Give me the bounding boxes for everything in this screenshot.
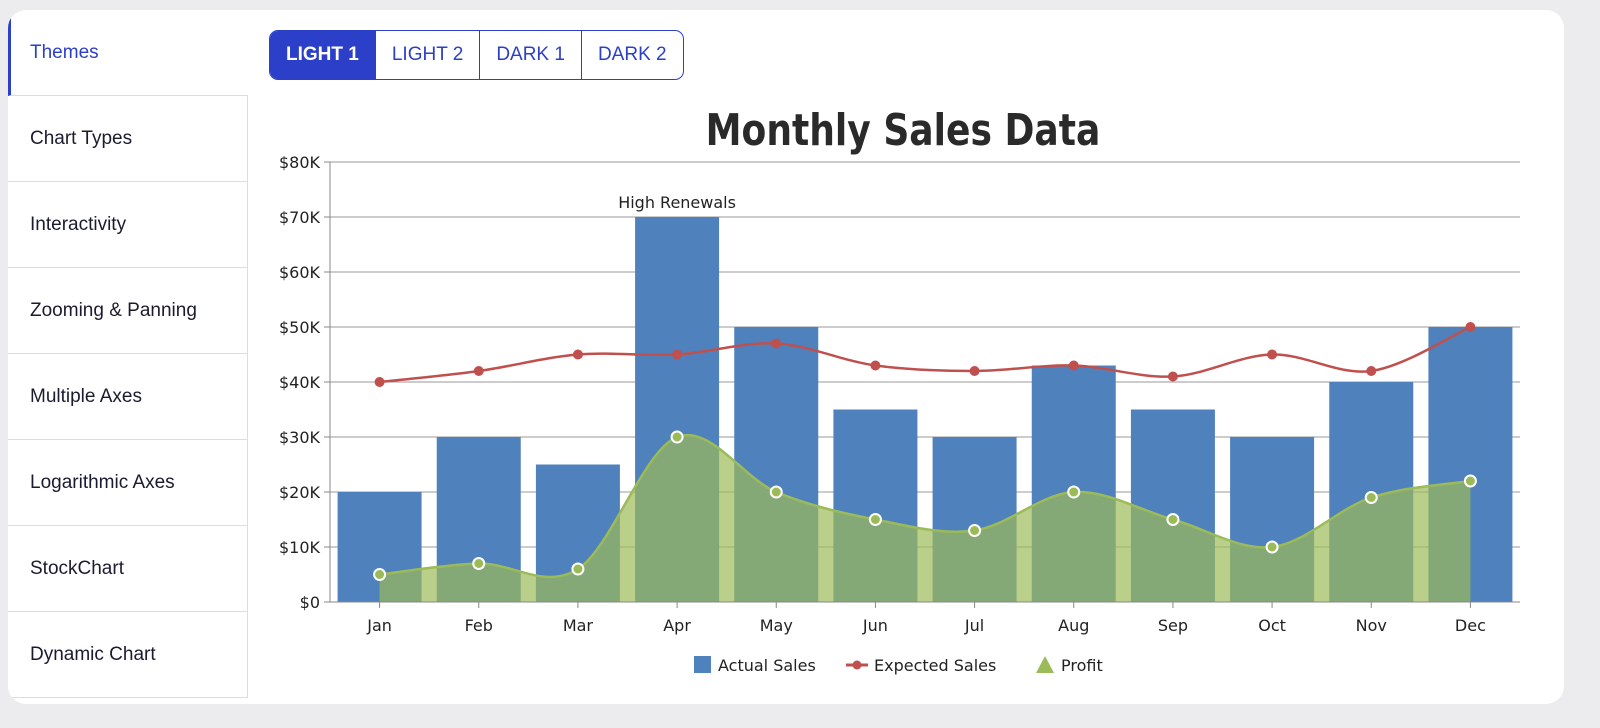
- x-tick-label: Mar: [563, 616, 594, 635]
- sidebar-item-interactivity[interactable]: Interactivity: [8, 182, 248, 268]
- profit-point: [1463, 474, 1477, 488]
- profit-point: [1265, 540, 1279, 554]
- sidebar: Themes Chart Types Interactivity Zooming & …: [8, 10, 248, 704]
- legend-profit-label: Profit: [1061, 656, 1103, 675]
- y-tick-label: $40K: [279, 373, 321, 392]
- y-tick-label: $50K: [279, 318, 321, 337]
- profit-point: [670, 430, 684, 444]
- expected-sales-point: [870, 360, 881, 371]
- expected-sales-point: [473, 366, 484, 376]
- sidebar-item-zooming-panning[interactable]: Zooming & Panning: [8, 268, 248, 354]
- expected-sales-point: [1068, 360, 1079, 371]
- x-tick-label: Apr: [663, 616, 691, 635]
- y-tick-label: $70K: [279, 208, 321, 227]
- expected-sales-point: [672, 349, 683, 360]
- x-tick-label: Feb: [465, 616, 493, 635]
- profit-point: [769, 485, 783, 499]
- x-tick-label: Jan: [366, 616, 392, 635]
- expected-sales-line: [379, 325, 1471, 384]
- legend-actual-sales-swatch: [694, 656, 711, 673]
- x-tick-label: Sep: [1158, 616, 1188, 635]
- tab-light-2[interactable]: LIGHT 2: [374, 31, 479, 79]
- x-tick-label: Aug: [1058, 616, 1089, 635]
- sidebar-item-chart-types[interactable]: Chart Types: [8, 96, 248, 182]
- legend-expected-sales-label: Expected Sales: [874, 656, 996, 675]
- legend-profit-swatch: [1036, 656, 1054, 673]
- expected-sales-point: [1366, 366, 1377, 376]
- x-tick-label: Jul: [964, 616, 984, 635]
- y-tick-label: $60K: [279, 263, 321, 282]
- profit-point: [373, 568, 387, 581]
- tab-dark-1[interactable]: DARK 1: [479, 31, 581, 79]
- tab-light-1[interactable]: LIGHT 1: [270, 31, 375, 79]
- x-tick-label: May: [760, 616, 793, 635]
- y-tick-label: $10K: [279, 538, 321, 557]
- profit-area: [379, 435, 1471, 602]
- x-tick-label: Nov: [1356, 616, 1387, 635]
- legend-actual-sales-label: Actual Sales: [718, 656, 816, 675]
- chart-title: Monthly Sales Data: [706, 106, 1101, 156]
- sidebar-item-dynamic-chart[interactable]: Dynamic Chart: [8, 612, 248, 698]
- sidebar-item-multiple-axes[interactable]: Multiple Axes: [8, 354, 248, 440]
- y-tick-label: $80K: [279, 153, 321, 172]
- expected-sales-point: [572, 349, 583, 360]
- x-tick-label: Oct: [1258, 616, 1286, 635]
- expected-sales-point: [1465, 322, 1476, 332]
- expected-sales-point: [374, 377, 385, 387]
- y-tick-label: $30K: [279, 428, 321, 447]
- profit-point: [472, 557, 486, 570]
- profit-point: [1364, 491, 1378, 504]
- legend-expected-sales-marker: [852, 660, 862, 670]
- x-tick-label: Jun: [862, 616, 888, 635]
- tab-dark-2[interactable]: DARK 2: [580, 31, 683, 79]
- sidebar-item-themes[interactable]: Themes: [8, 10, 248, 96]
- profit-point: [868, 513, 882, 526]
- profit-point: [1067, 485, 1081, 499]
- y-tick-label: $0: [300, 593, 320, 612]
- theme-tabs: LIGHT 1 LIGHT 2 DARK 1 DARK 2: [269, 30, 684, 80]
- y-tick-label: $20K: [279, 483, 321, 502]
- expected-sales-point: [771, 338, 782, 349]
- profit-point: [1166, 513, 1180, 526]
- annotation-label: High Renewals: [618, 193, 736, 212]
- sidebar-item-logarithmic-axes[interactable]: Logarithmic Axes: [8, 440, 248, 526]
- x-tick-label: Dec: [1455, 616, 1486, 635]
- expected-sales-point: [1267, 349, 1278, 360]
- profit-point: [968, 524, 982, 537]
- sidebar-item-stockchart[interactable]: StockChart: [8, 526, 248, 612]
- profit-point: [571, 562, 585, 576]
- expected-sales-point: [1167, 371, 1178, 382]
- expected-sales-point: [969, 366, 980, 376]
